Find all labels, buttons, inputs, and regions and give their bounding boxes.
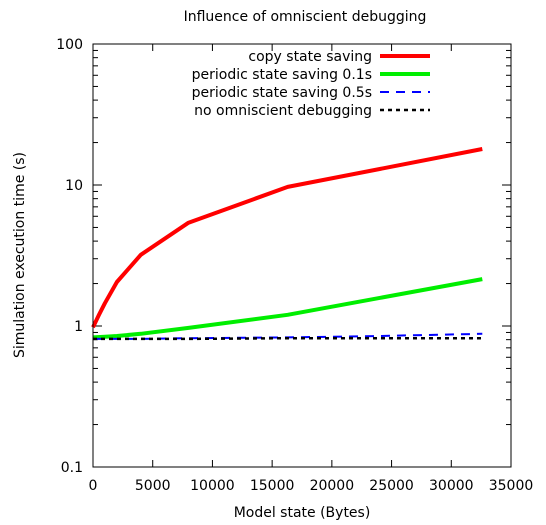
legend-label: no omniscient debugging xyxy=(194,103,372,119)
legend-label: periodic state saving 0.1s xyxy=(192,67,372,83)
series-line-4 xyxy=(93,336,483,341)
x-tick-label: 10000 xyxy=(190,478,235,494)
x-tick-label: 20000 xyxy=(310,478,355,494)
series-line-2 xyxy=(92,277,483,340)
legend: copy state saving periodic state saving 0… xyxy=(192,49,430,119)
chart-title: Influence of omniscient debugging xyxy=(184,9,427,25)
legend-label: copy state saving xyxy=(248,49,372,65)
x-tick-label: 5000 xyxy=(135,478,171,494)
y-tick-label: 0.1 xyxy=(61,460,83,476)
series-line-1 xyxy=(91,147,483,329)
series-lines xyxy=(91,147,483,341)
x-tick-label: 0 xyxy=(89,478,98,494)
y-axis-label: Simulation execution time (s) xyxy=(12,152,28,358)
x-tick-label: 15000 xyxy=(250,478,295,494)
x-tick-label: 25000 xyxy=(369,478,414,494)
axis-ticks: 0 5000 10000 15000 20000 25000 30000 35000 0.1 1 1… xyxy=(56,37,533,494)
x-tick-label: 30000 xyxy=(429,478,474,494)
y-tick-label: 1 xyxy=(74,319,83,335)
x-tick-label: 35000 xyxy=(489,478,534,494)
x-axis-label: Model state (Bytes) xyxy=(234,505,371,521)
legend-label: periodic state saving 0.5s xyxy=(192,85,372,101)
y-tick-label: 100 xyxy=(56,37,83,53)
plot-frame xyxy=(92,43,512,468)
y-tick-label: 10 xyxy=(65,178,83,194)
